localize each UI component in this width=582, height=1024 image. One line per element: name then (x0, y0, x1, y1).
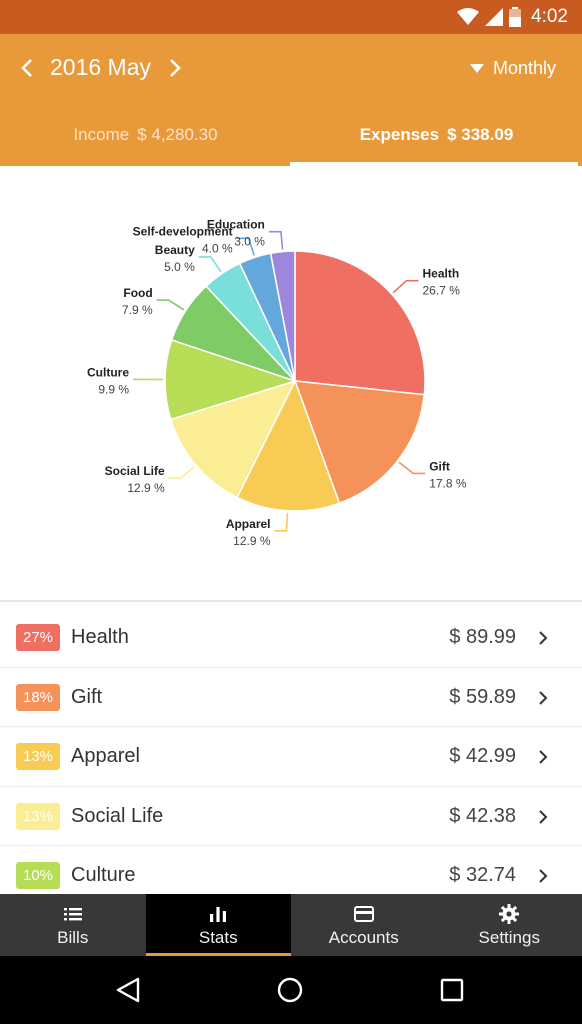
category-name: Social Life (71, 804, 164, 827)
back-icon[interactable] (114, 976, 142, 1004)
percent-badge: 27% (16, 624, 60, 651)
pie-chart: Health 26.7 % Gift 17.8 % Apparel 12.9 % Socia… (87, 218, 467, 548)
period-select[interactable]: Monthly (469, 58, 556, 79)
category-list: 27% Health $ 89.99 18% Gift $ 59.89 13% … (0, 608, 582, 894)
pie-slice-apparel[interactable] (236, 379, 341, 512)
slice-percent: 7.9 % (122, 303, 153, 317)
category-amount: $ 42.38 (449, 804, 516, 827)
nav-accounts[interactable]: Accounts (291, 894, 437, 956)
tab-indicator (290, 162, 578, 166)
nav-stats[interactable]: Stats (145, 894, 291, 956)
category-amount: $ 32.74 (449, 864, 516, 886)
category-name: Gift (71, 685, 103, 708)
recents-icon[interactable] (438, 976, 466, 1004)
category-name: Health (71, 626, 129, 648)
slice-percent: 9.9 % (98, 382, 129, 396)
slice-percent: 3.0 % (234, 235, 265, 249)
bottom-nav: Bills Stats Accounts Settings (0, 894, 582, 956)
percent-badge: 13% (16, 743, 60, 770)
list-item[interactable]: 13% Social Life $ 42.38 (0, 787, 582, 846)
tab-expenses-label: Expenses (359, 125, 440, 144)
period-select-label: Monthly (492, 58, 556, 78)
category-name: Culture (71, 864, 136, 886)
nav-bills[interactable]: Bills (0, 894, 146, 956)
percent-badge: 13% (16, 802, 60, 830)
list-item[interactable]: 27% Health $ 89.99 (0, 608, 582, 668)
chevron-right-icon (539, 750, 548, 764)
list-item[interactable]: 13% Apparel $ 42.99 (0, 727, 582, 787)
dropdown-arrow-icon (469, 64, 484, 73)
pie-slice-education[interactable] (269, 250, 296, 382)
slice-label: Apparel (226, 517, 271, 531)
category-amount: $ 89.99 (449, 626, 516, 648)
percent-badge: 10% (16, 862, 60, 889)
tab-expenses-amount: $ 338.09 (447, 125, 514, 144)
leader-line (392, 279, 419, 294)
chevron-right-icon (539, 690, 548, 705)
slice-percent: 26.7 % (423, 284, 461, 298)
list-item[interactable]: 18% Gift $ 59.89 (0, 668, 582, 727)
system-nav-bar (0, 956, 582, 1024)
chevron-right-icon (539, 631, 548, 645)
list-icon (63, 907, 82, 920)
gear-icon (499, 903, 520, 924)
leader-line (236, 237, 255, 256)
slice-label: Beauty (155, 243, 195, 257)
slice-label: Self-development (133, 224, 233, 238)
wifi-icon (457, 8, 480, 25)
chevron-right-icon (539, 869, 548, 883)
leader-line (168, 465, 195, 480)
app-bar: 2016 May Monthly Income $ 4,280.30 Expen… (0, 34, 582, 166)
pie-slice-health[interactable] (294, 250, 426, 396)
status-bar: 4:02 (0, 0, 582, 34)
slice-percent: 5.0 % (164, 260, 195, 274)
pie-slice-culture[interactable] (164, 338, 298, 421)
slice-label: Education (207, 218, 265, 232)
category-amount: $ 59.89 (449, 685, 516, 708)
slice-percent: 4.0 % (202, 241, 233, 255)
leader-line (156, 299, 185, 311)
nav-bills-label: Bills (57, 927, 89, 947)
leader-line (398, 461, 426, 475)
list-item[interactable]: 10% Culture $ 32.74 (0, 846, 582, 894)
category-amount: $ 42.99 (449, 745, 516, 767)
percent-badge: 18% (16, 683, 60, 711)
slice-percent: 12.9 % (233, 534, 271, 548)
slice-label: Culture (87, 365, 129, 379)
battery-icon (509, 7, 522, 27)
slice-label: Health (423, 267, 460, 281)
chevron-right-icon[interactable] (162, 56, 186, 80)
tab-income-amount: $ 4,280.30 (137, 125, 218, 144)
category-name: Apparel (71, 745, 140, 767)
chart-card: Health 26.7 % Gift 17.8 % Apparel 12.9 % Socia… (0, 166, 582, 602)
home-icon[interactable] (276, 976, 304, 1004)
tab-income-label: Income (73, 125, 130, 144)
nav-settings[interactable]: Settings (437, 894, 582, 956)
status-time: 4:02 (531, 6, 568, 27)
card-icon (353, 905, 374, 922)
slice-percent: 17.8 % (429, 476, 467, 490)
tab-expenses[interactable]: Expenses $ 338.09 (291, 104, 582, 166)
signal-icon (485, 8, 504, 26)
period-title: 2016 May (50, 54, 152, 80)
leader-line (198, 256, 222, 273)
leader-line (268, 230, 284, 250)
period-row: 2016 May Monthly (0, 34, 582, 104)
slice-label: Food (123, 286, 152, 300)
nav-settings-label: Settings (478, 927, 540, 947)
slice-label: Gift (429, 459, 450, 473)
chevron-right-icon (539, 809, 548, 824)
leader-line (274, 512, 289, 532)
pie-slice-gift[interactable] (293, 380, 426, 505)
chevron-left-icon[interactable] (16, 56, 40, 80)
tabs: Income $ 4,280.30 Expenses $ 338.09 (0, 104, 582, 166)
slice-label: Social Life (105, 464, 165, 478)
nav-accounts-label: Accounts (328, 927, 399, 947)
nav-stats-label: Stats (198, 927, 238, 947)
status-icons: 4:02 (457, 6, 568, 28)
tab-income[interactable]: Income $ 4,280.30 (0, 104, 291, 166)
bar-chart-icon (210, 906, 227, 922)
slice-percent: 12.9 % (127, 481, 165, 495)
